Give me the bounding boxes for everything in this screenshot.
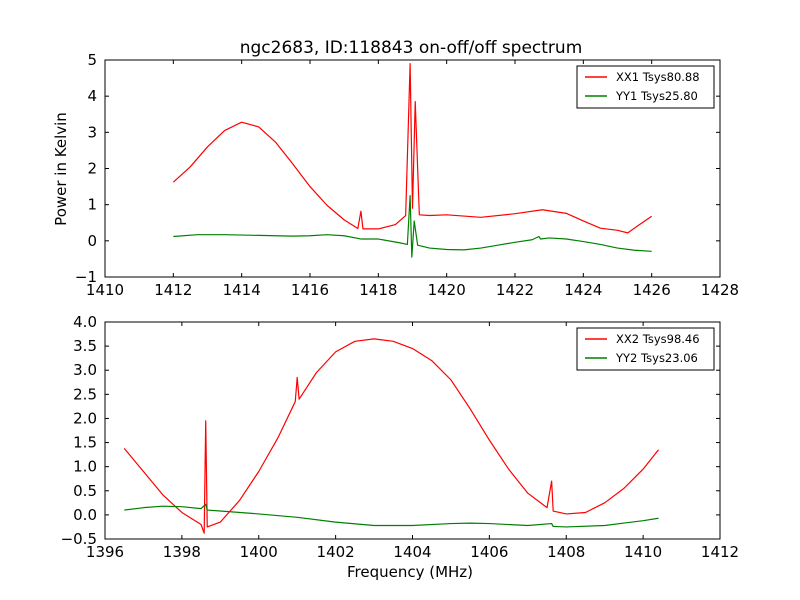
y-tick-label: 1.5 xyxy=(73,434,97,452)
legend: XX2 Tsys98.46 YY2 Tsys23.06 xyxy=(576,327,715,371)
x-tick-label: 1412 xyxy=(154,281,192,299)
y-tick-label: 2.0 xyxy=(73,409,97,427)
series-line-xx2 xyxy=(123,338,659,534)
y-tick-label: 1 xyxy=(87,196,97,214)
legend-label: YY2 Tsys23.06 xyxy=(615,351,698,365)
x-tick-label: 1416 xyxy=(291,281,329,299)
y-tick-label: −1 xyxy=(75,268,97,286)
x-tick-label: 1410 xyxy=(624,543,662,561)
x-tick-label: 1410 xyxy=(86,281,124,299)
legend-frame xyxy=(576,65,715,109)
y-tick-label: 3 xyxy=(87,123,97,141)
x-tick-label: 1408 xyxy=(547,543,585,561)
y-tick-label: 2 xyxy=(87,160,97,178)
x-tick-label: 1414 xyxy=(223,281,261,299)
x-tick-label: 1428 xyxy=(701,281,739,299)
y-tick-label: 5 xyxy=(87,51,97,69)
x-tick-label: 1424 xyxy=(564,281,602,299)
x-tick-label: 1402 xyxy=(317,543,355,561)
plot-area xyxy=(123,338,659,534)
y-tick-label: 3.5 xyxy=(73,337,97,355)
x-tick-label: 1396 xyxy=(86,543,124,561)
y-tick-label: 3.0 xyxy=(73,361,97,379)
y-tick-label: −0.5 xyxy=(61,530,97,548)
series-line-xx1 xyxy=(172,63,653,234)
legend-label: XX1 Tsys80.88 xyxy=(616,70,700,84)
y-tick-label: 0.5 xyxy=(73,482,97,500)
legend-label: YY1 Tsys25.80 xyxy=(615,89,698,103)
x-tick-label: 1398 xyxy=(163,543,201,561)
y-tick-label: 0.0 xyxy=(73,506,97,524)
x-axis-label: Frequency (MHz) xyxy=(347,563,473,581)
figure-title: ngc2683, ID:118843 on-off/off spectrum xyxy=(240,38,583,58)
y-tick-label: 1.0 xyxy=(73,458,97,476)
plot-area xyxy=(172,63,653,258)
legend: XX1 Tsys80.88 YY1 Tsys25.80 xyxy=(576,65,715,109)
x-tick-label: 1420 xyxy=(428,281,466,299)
x-tick-label: 1412 xyxy=(701,543,739,561)
legend-frame xyxy=(576,327,715,371)
y-tick-label: 4 xyxy=(87,87,97,105)
x-tick-label: 1422 xyxy=(496,281,534,299)
y-tick-label: 2.5 xyxy=(73,385,97,403)
x-tick-label: 1406 xyxy=(470,543,508,561)
x-tick-label: 1400 xyxy=(240,543,278,561)
series-line-yy2 xyxy=(124,503,659,528)
legend-label: XX2 Tsys98.46 xyxy=(616,332,700,346)
bottom-spectrum-panel: 1396 1398 1400 1402 1404 1406 1408 1410 1412 −0.5… xyxy=(61,313,740,561)
top-spectrum-panel: 1410 1412 1414 1416 1418 1420 1422 1424 1426 1428… xyxy=(75,51,739,299)
y-axis-label: Power in Kelvin xyxy=(52,112,70,226)
x-tick-label: 1404 xyxy=(393,543,431,561)
series-line-yy1 xyxy=(173,195,652,258)
y-tick-label: 4.0 xyxy=(73,313,97,331)
y-tick-label: 0 xyxy=(87,232,97,250)
x-tick-label: 1426 xyxy=(633,281,671,299)
x-tick-label: 1418 xyxy=(359,281,397,299)
